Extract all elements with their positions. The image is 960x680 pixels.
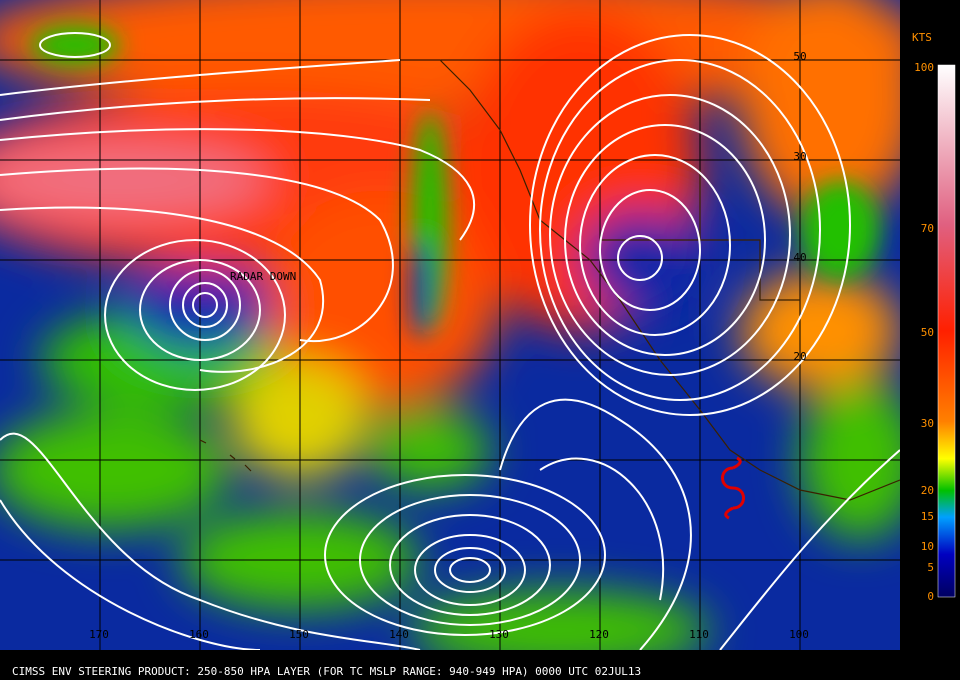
annotation: RADAR DOWN: [230, 270, 296, 283]
streamlines: [0, 32, 900, 650]
storm-symbol: [721, 456, 745, 520]
latitude-label: 40: [793, 251, 806, 264]
scale-label: 70: [921, 222, 934, 235]
latitude-label: 50: [793, 50, 806, 63]
scale-label: 5: [927, 561, 934, 574]
longitude-label: 170: [89, 628, 109, 641]
longitude-label: 130: [489, 628, 509, 641]
scale-label: 0: [927, 590, 934, 603]
scale-label: 50: [921, 326, 934, 339]
longitude-label: 140: [389, 628, 409, 641]
latitude-label: 20: [793, 350, 806, 363]
scale-label: 30: [921, 417, 934, 430]
color-scale-bar: [937, 64, 956, 598]
scale-label: 15: [921, 510, 934, 523]
longitude-label: 110: [689, 628, 709, 641]
scale-label: 100: [914, 61, 934, 74]
longitude-label: 160: [189, 628, 209, 641]
scale-label: 10: [921, 540, 934, 553]
footer: CIMSS ENV STEERING PRODUCT: 250-850 HPA …: [12, 665, 641, 678]
scale-unit: KTS: [912, 31, 932, 44]
wind-field: RADAR DOWN: [0, 0, 900, 650]
longitude-label: 120: [589, 628, 609, 641]
scale-label: 20: [921, 484, 934, 497]
longitude-label: 100: [789, 628, 809, 641]
latitude-label: 30: [793, 150, 806, 163]
longitude-label: 150: [289, 628, 309, 641]
